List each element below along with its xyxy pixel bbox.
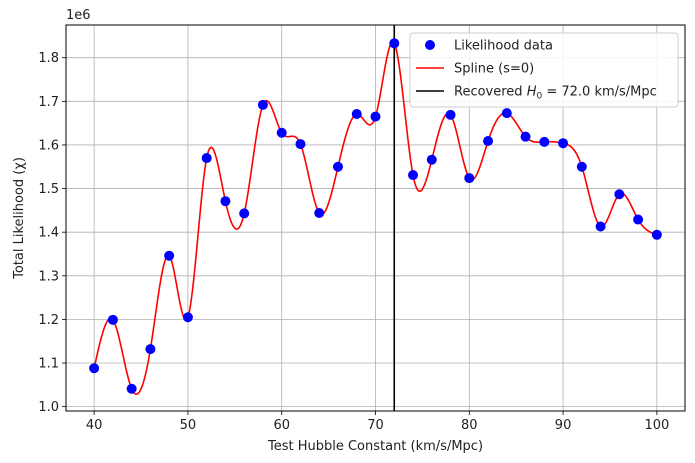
likelihood-point (651, 229, 662, 240)
x-tick-label: 40 (86, 418, 103, 433)
likelihood-point (501, 108, 512, 119)
likelihood-point (633, 214, 644, 225)
y-tick-label: 1.2 (38, 313, 59, 328)
x-tick-label: 80 (461, 418, 478, 433)
y-tick-label: 1.1 (38, 357, 59, 372)
y-tick-label: 1.4 (38, 226, 59, 241)
likelihood-point (464, 173, 475, 184)
legend-marker-likelihood (425, 40, 435, 50)
likelihood-point (389, 38, 400, 49)
likelihood-point (276, 127, 287, 138)
likelihood-point (201, 153, 212, 164)
likelihood-point (445, 109, 456, 120)
likelihood-point (576, 161, 587, 172)
x-tick-label: 60 (273, 418, 290, 433)
y-tick-label: 1.7 (38, 95, 59, 110)
legend-label-likelihood: Likelihood data (454, 39, 553, 54)
likelihood-point (89, 363, 100, 374)
likelihood-point (483, 136, 494, 147)
likelihood-points (89, 38, 662, 394)
likelihood-point (164, 250, 175, 261)
likelihood-point (426, 154, 437, 165)
x-tick-label: 90 (555, 418, 572, 433)
likelihood-point (107, 314, 118, 325)
likelihood-point (351, 108, 362, 119)
likelihood-point (126, 383, 137, 394)
y-axis-label: Total Likelihood (χ) (12, 157, 27, 280)
y-tick-label: 1.0 (38, 400, 59, 415)
likelihood-point (595, 221, 606, 232)
likelihood-point (520, 131, 531, 142)
likelihood-point (182, 312, 193, 323)
likelihood-point (558, 138, 569, 149)
y-tick-label: 1.6 (38, 138, 59, 153)
y-axis-ticks: 1.0 1.1 1.2 1.3 1.4 1.5 1.6 1.7 1.8 (38, 51, 66, 415)
likelihood-point (370, 111, 381, 122)
legend-label-recovered-h0: Recovered H0 = 72.0 km/s/Mpc (454, 85, 657, 102)
x-tick-label: 100 (644, 418, 669, 433)
likelihood-point (314, 207, 325, 218)
likelihood-point (614, 189, 625, 200)
likelihood-point (239, 208, 250, 219)
y-offset-text: 1e6 (66, 8, 91, 23)
likelihood-point (332, 161, 343, 172)
likelihood-point (539, 136, 550, 147)
legend: Likelihood data Spline (s=0) Recovered H… (409, 32, 679, 108)
likelihood-point (145, 344, 156, 355)
x-tick-label: 70 (367, 418, 384, 433)
x-axis-label: Test Hubble Constant (km/s/Mpc) (267, 439, 483, 454)
likelihood-point (257, 99, 268, 110)
y-tick-label: 1.5 (38, 182, 59, 197)
y-tick-label: 1.3 (38, 269, 59, 284)
legend-label-spline: Spline (s=0) (454, 62, 534, 77)
x-tick-label: 50 (180, 418, 197, 433)
likelihood-point (220, 196, 231, 207)
x-axis-ticks: 40 50 60 70 80 90 100 (86, 411, 669, 433)
likelihood-point (408, 170, 419, 181)
legend-box (409, 32, 679, 108)
likelihood-point (295, 139, 306, 150)
y-tick-label: 1.8 (38, 51, 59, 66)
